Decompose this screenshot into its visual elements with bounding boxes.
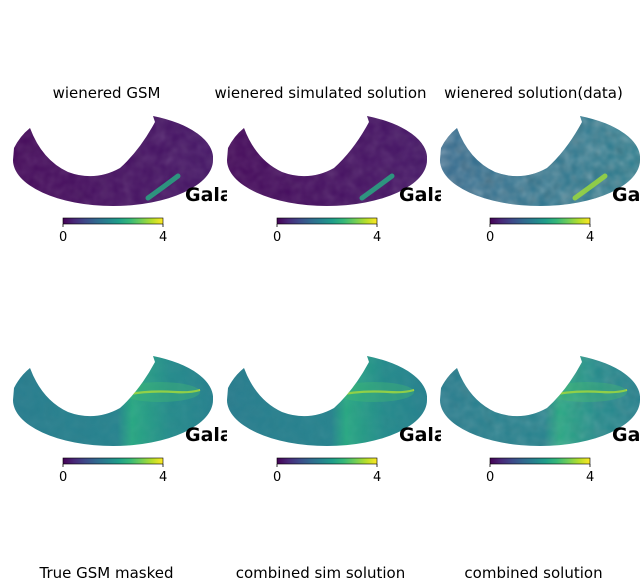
colorbar-tick-label: 4: [586, 230, 595, 245]
coordinate-label: Gala: [399, 184, 441, 206]
colorbar-tick-label: 0: [59, 230, 68, 245]
sky-field: [440, 116, 640, 206]
colorbar-tick-label: 4: [373, 470, 382, 485]
sky-field: [440, 356, 640, 446]
galactic-streak: [572, 173, 608, 201]
sky-field: [13, 356, 213, 446]
mollweide-map: [440, 116, 640, 227]
galactic-halo: [334, 382, 414, 402]
colorbar-tick-label: 4: [159, 230, 168, 245]
coordinate-label: Gala: [612, 184, 640, 206]
galactic-halo: [120, 382, 200, 402]
noise-texture: [13, 116, 213, 206]
map-panel: combined solution 0 4 Gala: [427, 240, 640, 582]
galactic-streak: [359, 173, 395, 201]
colorbar: [489, 217, 591, 225]
sky-field: [13, 116, 213, 206]
sky-field: [227, 356, 427, 446]
colorbar-tick-label: 4: [159, 470, 168, 485]
colorbar: [62, 217, 164, 225]
colorbar-tick-label: 0: [273, 230, 282, 245]
colorbar-tick-label: 4: [373, 230, 382, 245]
noise-texture: [440, 116, 640, 206]
mollweide-map: [227, 116, 427, 227]
colorbar-tick-label: 0: [486, 470, 495, 485]
coordinate-label: Gala: [185, 184, 227, 206]
map-panel: wienered GSM 0 4 Gala: [0, 0, 227, 245]
galactic-plane: [333, 388, 415, 398]
mollweide-map: [13, 116, 213, 227]
colorbar-tick-label: 0: [486, 230, 495, 245]
map-panel: combined sim solution 0 4 Gala: [214, 240, 441, 582]
galactic-plane: [546, 388, 628, 398]
galactic-halo: [547, 382, 627, 402]
coordinate-label: Gala: [399, 424, 441, 446]
map-panel: True GSM masked 0 4 Gala: [0, 240, 227, 582]
colorbar-tick-label: 4: [586, 470, 595, 485]
mollweide-map: [440, 356, 640, 467]
colorbar: [276, 457, 378, 465]
panel-title: wienered simulated solution: [214, 84, 427, 102]
map-panel: wienered solution(data) 0 4 Gala: [427, 0, 640, 245]
colorbar-tick-label: 0: [59, 470, 68, 485]
panel-title: combined sim solution: [235, 564, 406, 582]
colorbar: [276, 217, 378, 225]
colorbar-tick-label: 0: [273, 470, 282, 485]
colorbar: [62, 457, 164, 465]
panel-title: combined solution: [464, 564, 603, 582]
noise-texture: [227, 116, 427, 206]
map-panel: wienered simulated solution 0 4 Gala: [214, 0, 441, 245]
mollweide-map: [13, 356, 213, 467]
coordinate-label: Gala: [612, 424, 640, 446]
panel-title: wienered solution(data): [444, 84, 623, 102]
galactic-streak: [145, 173, 181, 201]
panel-title: True GSM masked: [39, 564, 174, 582]
mollweide-map: [227, 356, 427, 467]
colorbar: [489, 457, 591, 465]
sky-field: [227, 116, 427, 206]
panel-title: wienered GSM: [52, 84, 161, 102]
galactic-plane: [119, 388, 201, 398]
coordinate-label: Gala: [185, 424, 227, 446]
